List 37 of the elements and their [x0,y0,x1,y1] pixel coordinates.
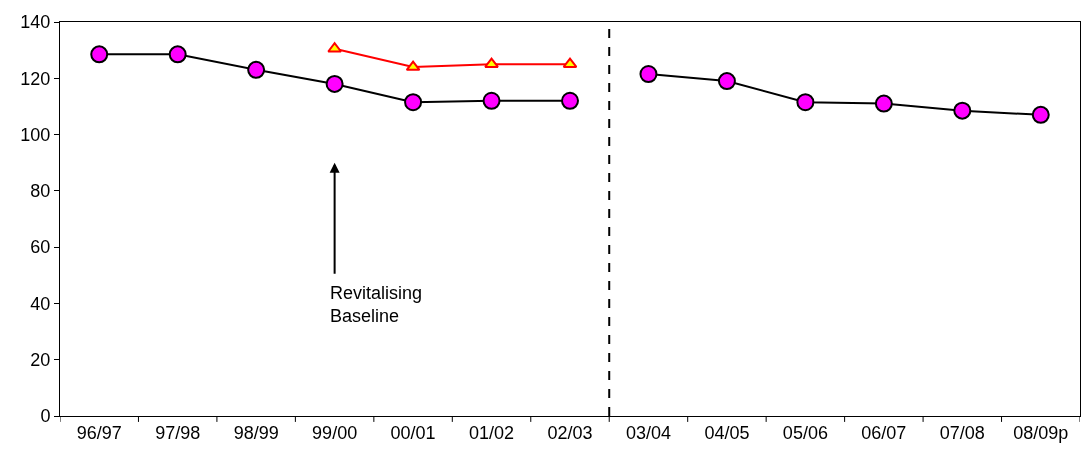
y-tick-label: 120 [20,68,51,89]
point [717,72,736,91]
y-tick-label: 20 [30,350,51,371]
point [561,91,579,110]
point [168,45,187,64]
point [90,45,109,64]
x-tick-label: 01/02 [469,422,515,443]
x-tick-label: 04/05 [704,422,750,443]
y-tick-label: 40 [30,293,51,314]
x-tick-label: 97/98 [155,422,201,443]
x-tick-label: 96/97 [76,422,122,443]
point [796,93,815,112]
y-tick-label: 0 [40,406,51,427]
x-tick-label: 98/99 [233,422,279,443]
y-tick-label: 80 [30,181,51,202]
x-tick-label: 99/00 [312,422,358,443]
x-tick-label: 05/06 [782,422,828,443]
point [1031,105,1050,124]
point [325,74,344,93]
y-tick-label: 100 [20,124,51,145]
x-tick-label: 03/04 [625,422,671,443]
point [404,93,423,112]
point [482,91,501,110]
point [247,60,266,79]
x-tick-label: 00/01 [390,422,436,443]
point [874,94,893,113]
x-tick-label: 08/09p [1013,422,1069,443]
x-tick-label: 02/03 [547,422,593,443]
point [953,101,972,120]
point [327,42,342,53]
x-tick-label: 06/07 [861,422,907,443]
y-tick-label: 140 [20,12,51,33]
x-tick-label: 07/08 [939,422,985,443]
annotation: Revitalising Baseline [330,283,423,327]
y-tick-label: 60 [30,237,51,258]
point [639,65,658,84]
point [484,57,499,68]
